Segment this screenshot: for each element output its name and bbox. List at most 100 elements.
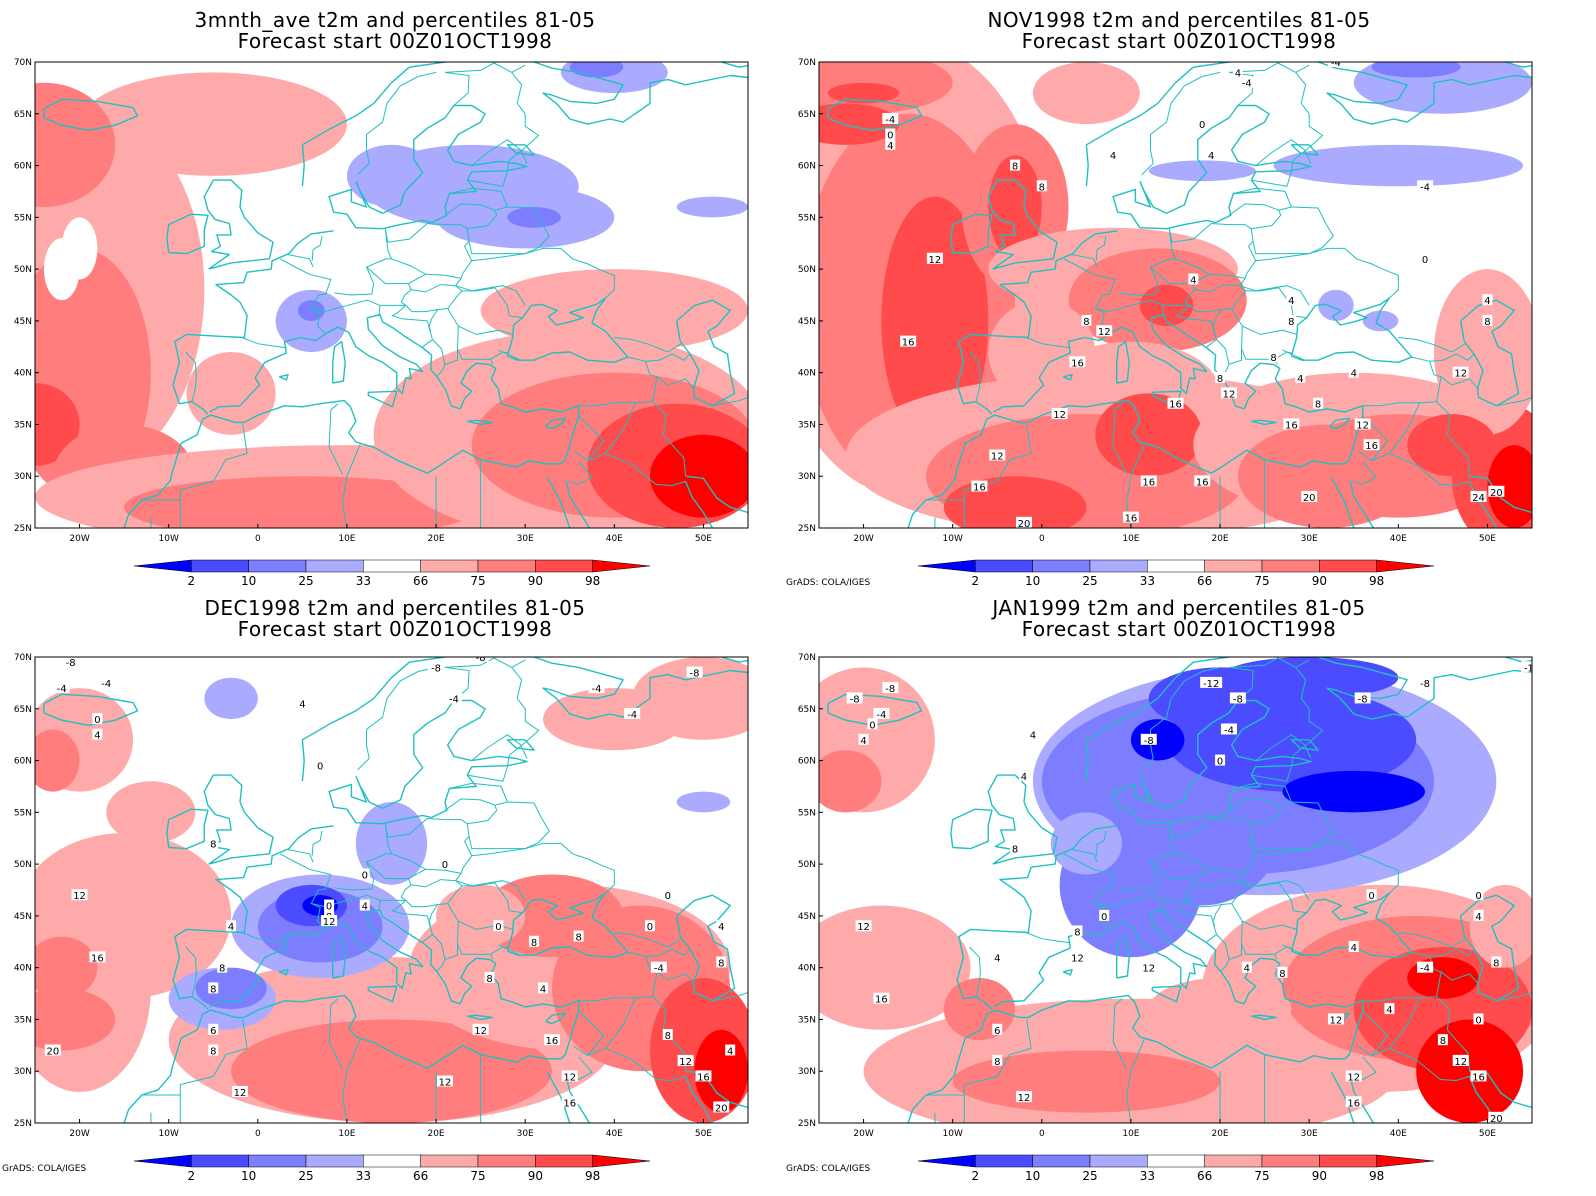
contour-value: 12 [928, 255, 941, 266]
coastline [950, 213, 993, 255]
country-border [1233, 782, 1293, 806]
lat-tick-label: 30N [798, 1067, 816, 1077]
country-border [461, 882, 523, 914]
lon-tick-label: 20E [427, 534, 444, 544]
coastline [1112, 699, 1312, 825]
country-border [1290, 72, 1324, 172]
contour-label: 6 [992, 1023, 1003, 1037]
coastlines [43, 62, 748, 528]
contour-label: -12 [1521, 661, 1532, 674]
coastline [950, 808, 993, 850]
colorbar-swatch [363, 1154, 421, 1168]
lat-tick-label: 65N [14, 110, 32, 120]
shaded-field: -8-4-4044-8-8-4-4-4-80800121620048124886… [35, 657, 748, 1123]
country-border [1112, 998, 1127, 1070]
map-panel-nov1998: NOV1998 t2m and percentiles 81-05 Foreca… [784, 0, 1574, 598]
contour-label: 12 [71, 889, 88, 902]
contour-label: 16 [1140, 475, 1157, 488]
contour-value: 4 [860, 736, 866, 747]
country-border [1216, 934, 1230, 973]
country-border [444, 657, 526, 668]
contour-label: 8 [208, 982, 219, 995]
contour-label: 4 [359, 899, 370, 913]
lat-tick-label: 30N [14, 1067, 32, 1077]
contour-value: 0 [442, 860, 448, 871]
contour-label: 4 [1384, 1003, 1395, 1016]
contour-value: 0 [647, 922, 653, 933]
contour-value: 0 [887, 130, 893, 141]
contour-label: 4 [1295, 371, 1306, 385]
percentile-region [186, 351, 276, 435]
colorbar-label: 10 [1025, 574, 1040, 588]
contour-value: -4 [1224, 725, 1234, 736]
contour-value: 12 [1347, 1072, 1360, 1083]
country-border [1095, 894, 1165, 910]
contour-label: 12 [1345, 1070, 1362, 1083]
coastline [1349, 481, 1374, 528]
contour-label: 8 [1081, 314, 1092, 328]
colorbar: 2 10 25 33 66 75 90 98 [917, 1154, 1435, 1183]
country-border [334, 823, 393, 891]
contour-value: -4 [101, 679, 111, 690]
country-border [712, 397, 748, 407]
country-border [1228, 348, 1242, 365]
colorbar-swatch [133, 1154, 192, 1168]
colorbar-swatch [917, 559, 976, 573]
lon-tick-label: 20W [69, 1129, 89, 1139]
country-border [467, 171, 508, 187]
percentile-region [819, 905, 971, 1030]
contour-value: 8 [1440, 1036, 1446, 1047]
country-border [506, 667, 540, 767]
percentile-region [1282, 770, 1426, 813]
colorbar-label: 10 [241, 1169, 256, 1183]
contour-label: 12 [1452, 366, 1469, 380]
country-border [656, 376, 695, 390]
lon-tick-label: 10E [1122, 1129, 1139, 1139]
contour-label: 4 [1473, 909, 1484, 923]
coastline [1062, 969, 1073, 976]
contour-label: 0 [1473, 1013, 1484, 1026]
coastline [301, 62, 748, 187]
country-border [357, 666, 437, 771]
lon-tick-label: 20E [1211, 534, 1228, 544]
lat-tick-label: 55N [798, 213, 816, 223]
contour-value: 0 [362, 870, 368, 881]
panel-title: JAN1999 t2m and percentiles 81-05 [992, 596, 1366, 620]
contour-label: 8 [1072, 925, 1083, 938]
percentile-region [1032, 62, 1140, 125]
colorbar-label: 25 [1082, 574, 1097, 588]
contour-label: 0 [1197, 118, 1208, 131]
contour-label: -8 [686, 666, 703, 680]
contour-value: -8 [1420, 679, 1430, 690]
contour-value: 12 [1356, 420, 1369, 431]
country-border [1436, 401, 1471, 477]
lat-tick-label: 55N [14, 808, 32, 818]
country-border [1072, 849, 1098, 863]
lon-tick-label: 20E [1211, 1129, 1228, 1139]
lon-tick-label: 30E [517, 534, 534, 544]
country-border [1252, 801, 1334, 850]
contour-label: 12 [1069, 951, 1086, 964]
contour-label: -4 [98, 676, 115, 690]
map-panel-jan1999: JAN1999 t2m and percentiles 81-05 Foreca… [784, 598, 1574, 1196]
percentile-region [480, 269, 748, 352]
colorbar-label: 66 [1197, 574, 1212, 588]
lon-tick-label: 30E [1301, 1129, 1318, 1139]
contour-label: 0 [1366, 889, 1377, 902]
coastline [506, 297, 629, 363]
country-border [614, 932, 682, 948]
contour-value: -8 [1144, 736, 1154, 747]
contour-label: 20 [1015, 516, 1032, 528]
country-border [1095, 299, 1165, 315]
lat-tick-label: 45N [14, 317, 32, 327]
contour-labels: -8-4-4044-8-8-4-4-4-80800121620048124886… [44, 657, 736, 1114]
lat-tick-label: 70N [798, 653, 816, 663]
contour-label: 4 [226, 920, 237, 933]
country-border [1251, 766, 1292, 782]
country-border [1282, 349, 1305, 361]
lat-tick-label: 70N [14, 58, 32, 68]
country-border [279, 853, 332, 929]
country-border [969, 946, 981, 997]
